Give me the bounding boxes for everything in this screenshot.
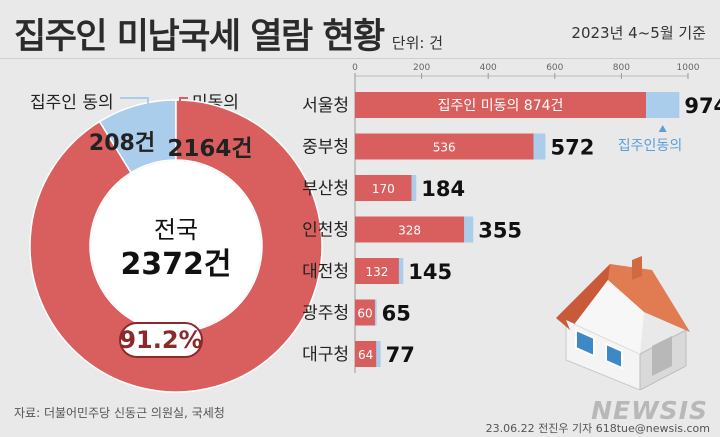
bar-total-label: 65 xyxy=(382,302,411,326)
source-note: 자료: 더불어민주당 신동근 의원실, 국세청 xyxy=(14,406,225,420)
bar-agree xyxy=(533,133,546,160)
bar-value-label: 집주인 미동의 874건 xyxy=(438,98,564,114)
annotation-arrow xyxy=(658,125,667,132)
bar-total-label: 77 xyxy=(386,343,415,367)
bar-agree xyxy=(411,175,417,201)
category-label: 대전청 xyxy=(302,262,349,282)
category-label: 중부청 xyxy=(302,138,349,158)
unit-label: 단위: 건 xyxy=(391,34,443,52)
percent-label: 91.2% xyxy=(119,326,202,354)
bar-value-label: 60 xyxy=(357,307,372,321)
slice-disagree-value: 2164건 xyxy=(167,136,252,162)
category-label: 대구청 xyxy=(302,345,349,365)
newsis-logo: NEWSIS xyxy=(591,396,708,425)
bar-total-label: 145 xyxy=(408,260,452,284)
x-tick-label: 200 xyxy=(413,63,430,73)
bar-agree xyxy=(464,216,474,243)
bar-agree xyxy=(376,341,381,367)
house-icon xyxy=(556,256,690,390)
center-value: 2372건 xyxy=(120,247,231,282)
credit-line: 23.06.22 전진우 기자 618tue@newsis.com xyxy=(485,422,710,435)
bar-disagree xyxy=(355,299,375,326)
category-label: 광주청 xyxy=(302,304,349,324)
category-label: 부산청 xyxy=(302,179,349,199)
center-label: 전국 xyxy=(154,216,198,244)
leader-agree xyxy=(120,97,149,118)
bar-total-label: 572 xyxy=(550,136,594,160)
x-tick-label: 1000 xyxy=(677,63,700,73)
donut-hole xyxy=(91,161,261,331)
x-tick-label: 0 xyxy=(352,63,358,73)
percent-badge xyxy=(119,322,203,358)
legend-disagree: 미동의 xyxy=(192,93,239,113)
legend-agree: 집주인 동의 xyxy=(30,93,114,113)
bar-value-label: 328 xyxy=(398,224,421,238)
bar-agree xyxy=(398,258,404,284)
bar-value-label: 64 xyxy=(358,348,373,362)
x-tick-label: 600 xyxy=(546,63,563,73)
bar-disagree xyxy=(355,216,465,243)
bar-total-label: 974 xyxy=(684,94,720,118)
annotation-label: 집주인동의 xyxy=(618,138,682,154)
category-label: 서울청 xyxy=(302,96,349,116)
bar-disagree xyxy=(355,175,412,201)
bar-agree xyxy=(374,299,377,326)
category-label: 인천청 xyxy=(302,221,349,241)
header-divider xyxy=(0,58,720,59)
bar-total-label: 184 xyxy=(421,177,465,201)
bar-total-label: 355 xyxy=(478,219,522,243)
bar-value-label: 536 xyxy=(433,141,456,155)
bar-disagree xyxy=(355,92,647,118)
slice-disagree xyxy=(29,99,323,393)
slice-agree-value: 208건 xyxy=(89,131,155,156)
bar-disagree xyxy=(355,258,399,284)
x-tick-label: 400 xyxy=(480,63,497,73)
leader-disagree xyxy=(179,97,188,112)
period-label: 2023년 4~5월 기준 xyxy=(571,24,706,42)
bar-disagree xyxy=(355,341,377,367)
chart-title: 집주인 미납국세 열람 현황 xyxy=(14,17,385,57)
bar-value-label: 170 xyxy=(372,182,395,196)
bar-agree xyxy=(646,92,680,118)
bar-value-label: 132 xyxy=(366,265,389,279)
bar-disagree xyxy=(355,133,534,160)
x-tick-label: 800 xyxy=(613,63,630,73)
